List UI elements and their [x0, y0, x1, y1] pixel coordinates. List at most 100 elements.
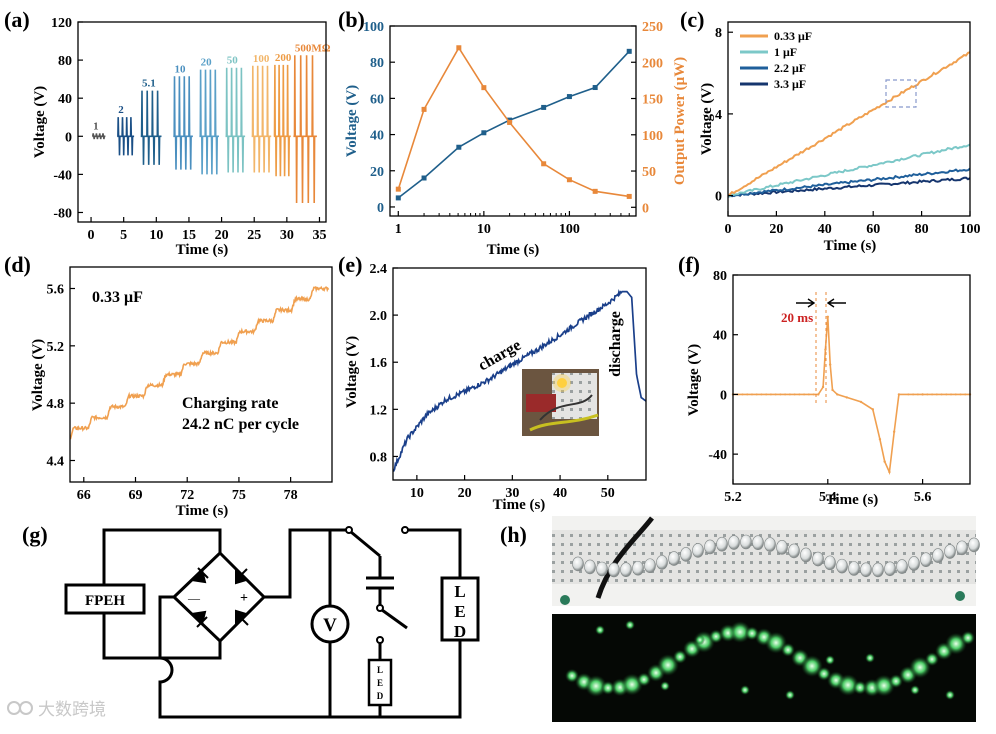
- led-bulb: [968, 537, 980, 553]
- panel-label-b: (b): [338, 7, 365, 32]
- x-tick-label: 10: [410, 486, 424, 501]
- y-tick-label: 80: [713, 269, 727, 284]
- led-bulb: [884, 561, 896, 577]
- switch-blade-bottom: [381, 608, 408, 630]
- y-tick-label: 5.2: [47, 340, 65, 355]
- series-label-100: 100: [253, 53, 270, 65]
- data-point: [784, 393, 787, 396]
- data-point: [812, 393, 815, 396]
- data-point: [897, 393, 901, 396]
- data-point: [964, 393, 967, 396]
- led-bulb: [620, 562, 632, 577]
- annotation-charge-per-cycle-d: 24.2 nC per cycle: [182, 416, 299, 433]
- data-point-voltage: [481, 130, 487, 136]
- data-point: [779, 393, 782, 396]
- series-line-500: [293, 55, 317, 204]
- data-point: [741, 393, 744, 396]
- axes-frame-c: [727, 21, 971, 217]
- led-glow: [585, 674, 607, 697]
- axes-frame-d: [69, 266, 333, 483]
- led-bulb: [752, 535, 764, 550]
- series-line-output-power: [397, 46, 630, 198]
- data-point-voltage: [421, 175, 427, 181]
- series-line-1-F: [727, 143, 971, 198]
- diode-1: [189, 567, 209, 584]
- data-point: [746, 393, 749, 396]
- data-point: [878, 438, 882, 441]
- data-point-output-power: [592, 188, 598, 194]
- data-point-output-power: [541, 161, 547, 167]
- arrow-right: [826, 298, 846, 308]
- y-tick-label: 120: [51, 16, 72, 31]
- data-point-output-power: [421, 106, 427, 112]
- data-point-output-power: [507, 119, 513, 125]
- data-point-voltage: [592, 85, 598, 91]
- y-tick-label: 0.8: [370, 450, 388, 465]
- led-glow: [637, 672, 651, 687]
- diode-4: [235, 609, 249, 627]
- ylabel-d: Voltage (V): [30, 339, 46, 411]
- y-tick-label: 0: [715, 190, 722, 205]
- zoom-box-c: [885, 79, 917, 108]
- diode-2: [235, 567, 248, 585]
- led-bulb: [656, 555, 668, 570]
- panel-e: (e) 10 20 30 40 50 0.8 1.2 1.6 2.0 2.4 charge dis…: [338, 252, 647, 513]
- panel-label-h: (h): [500, 522, 527, 547]
- photo-breadboard-off: [552, 516, 980, 606]
- y-tick-label: -40: [53, 168, 72, 183]
- data-point: [798, 393, 801, 396]
- led-glow: [817, 666, 831, 681]
- panel-h-photos: (h): [500, 516, 980, 722]
- led-glow: [925, 652, 939, 667]
- ylabel-c: Voltage (V): [699, 83, 715, 155]
- led-glow: [695, 635, 705, 645]
- series-line-voltage: [392, 288, 647, 472]
- led-bulb: [824, 555, 836, 571]
- panel-label-e: (e): [338, 252, 362, 277]
- x-tick-label: 20: [215, 228, 229, 243]
- legend-label: 2.2 μF: [774, 61, 806, 75]
- x-tick-label: 78: [284, 488, 298, 503]
- y-tick-label: 4.4: [47, 455, 65, 470]
- x-tick-label: 75: [232, 488, 246, 503]
- data-point: [755, 393, 758, 396]
- diode-3: [189, 610, 208, 628]
- axes-frame-f: [732, 274, 971, 485]
- led-glow: [740, 685, 750, 695]
- x-tick-label: 5: [120, 228, 127, 243]
- plot-area-c: [727, 51, 971, 198]
- led-glow: [825, 655, 835, 665]
- series-label-500: 500MΩ: [295, 42, 331, 54]
- y-tick-label: 80: [58, 54, 72, 69]
- led-glow: [781, 642, 795, 657]
- data-point-output-power: [626, 193, 632, 199]
- y-tick-label: 4: [715, 108, 722, 123]
- led-bulb: [920, 552, 932, 567]
- led-glow: [595, 625, 605, 635]
- y2-tick-label: 100: [642, 129, 663, 144]
- panel-label-f: (f): [678, 252, 700, 277]
- series-line-5.1: [140, 90, 162, 165]
- x-tick-label: 50: [601, 486, 615, 501]
- led-bulb: [836, 558, 848, 574]
- led-bulb: [908, 556, 920, 571]
- y-tick-label: 20: [370, 165, 384, 180]
- led-bulb: [860, 562, 872, 578]
- voltmeter: [310, 604, 350, 644]
- ylabel-f: Voltage (V): [686, 344, 702, 416]
- plot-area-e: [392, 288, 647, 472]
- series-label-50: 50: [227, 55, 239, 67]
- y2-tick-label: 200: [642, 56, 663, 71]
- data-point: [845, 396, 848, 399]
- switch-contact-bottom: [376, 636, 384, 644]
- led-glow: [625, 620, 635, 630]
- data-point-voltage: [541, 104, 547, 110]
- data-point: [935, 393, 938, 396]
- legend-c: 0.33 μF 1 μF 2.2 μF 3.3 μF: [740, 29, 812, 91]
- led-bulb: [764, 537, 776, 552]
- led-bulb: [896, 559, 908, 574]
- data-point: [828, 363, 832, 366]
- data-point: [859, 400, 863, 404]
- data-point: [954, 393, 957, 396]
